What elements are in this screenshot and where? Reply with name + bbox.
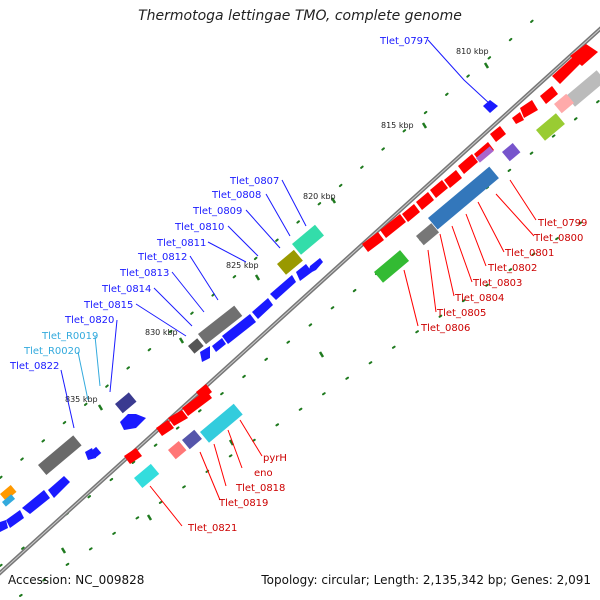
kbp-label-825: 825 kbp bbox=[226, 261, 259, 270]
map-title: Thermotoga lettingae TMO, complete genom… bbox=[138, 8, 462, 24]
gene-label: Tlet_0815 bbox=[83, 300, 133, 311]
gene-label: Tlet_0810 bbox=[174, 222, 224, 233]
gene-label: Tlet_0797 bbox=[379, 36, 429, 47]
rna-labels: Tlet_R0019 Tlet_R0020 bbox=[23, 331, 98, 357]
upper-leader-lines bbox=[60, 39, 491, 429]
gene-label: pyrH bbox=[263, 453, 287, 464]
gene-label: Tlet_0818 bbox=[235, 483, 285, 494]
gene-label: Tlet_0800 bbox=[533, 233, 583, 244]
gene-label: Tlet_0803 bbox=[472, 278, 522, 289]
gene-label: Tlet_0804 bbox=[454, 293, 504, 304]
accession-text: Accession: NC_009828 bbox=[8, 573, 145, 587]
gene-label: Tlet_0822 bbox=[9, 361, 59, 372]
reverse-lane-blocks bbox=[134, 70, 600, 488]
gene-label: Tlet_0807 bbox=[229, 176, 279, 187]
kbp-label-835: 835 kbp bbox=[65, 395, 98, 404]
gene-label: Tlet_0806 bbox=[420, 323, 470, 334]
guide-dots bbox=[0, 3, 600, 597]
gene-label: Tlet_0820 bbox=[64, 315, 114, 326]
kbp-label-820: 820 kbp bbox=[303, 192, 336, 201]
kbp-label-830: 830 kbp bbox=[145, 328, 178, 337]
kbp-label-810: 810 kbp bbox=[456, 47, 489, 56]
scale-labels: 810 kbp 815 kbp 820 kbp 825 kbp 830 kbp … bbox=[65, 47, 489, 404]
gene-label: Tlet_0801 bbox=[504, 248, 554, 259]
scale-ticks bbox=[60, 62, 490, 554]
gene-label: eno bbox=[254, 468, 273, 479]
gene-label: Tlet_0811 bbox=[156, 238, 206, 249]
gene-label: Tlet_0809 bbox=[192, 206, 242, 217]
forward-lane-blocks bbox=[0, 224, 324, 507]
kbp-label-815: 815 kbp bbox=[381, 121, 414, 130]
gene-label: Tlet_0805 bbox=[436, 308, 486, 319]
gene-label: Tlet_0814 bbox=[101, 284, 151, 295]
gene-label: Tlet_0802 bbox=[487, 263, 537, 274]
genome-backbone bbox=[0, 26, 600, 576]
gene-label: Tlet_0821 bbox=[187, 523, 237, 534]
gene-label: Tlet_0819 bbox=[218, 498, 268, 509]
gene-label: Tlet_0813 bbox=[119, 268, 169, 279]
gene-label: Tlet_0812 bbox=[137, 252, 187, 263]
lower-leader-lines bbox=[149, 179, 537, 527]
upper-labels: Tlet_0797 Tlet_0807 Tlet_0808 Tlet_0809 … bbox=[9, 36, 429, 372]
gene-label: Tlet_R0019 bbox=[41, 331, 98, 342]
gene-label: Tlet_0808 bbox=[211, 190, 261, 201]
forward-genes bbox=[0, 100, 498, 532]
lower-labels: Tlet_0799 Tlet_0800 Tlet_0801 Tlet_0802 … bbox=[187, 218, 587, 534]
genome-summary-text: Topology: circular; Length: 2,135,342 bp… bbox=[261, 573, 591, 587]
gene-label: Tlet_0799 bbox=[537, 218, 587, 229]
gene-label: Tlet_R0020 bbox=[23, 346, 80, 357]
rna-leader-lines bbox=[77, 335, 101, 401]
